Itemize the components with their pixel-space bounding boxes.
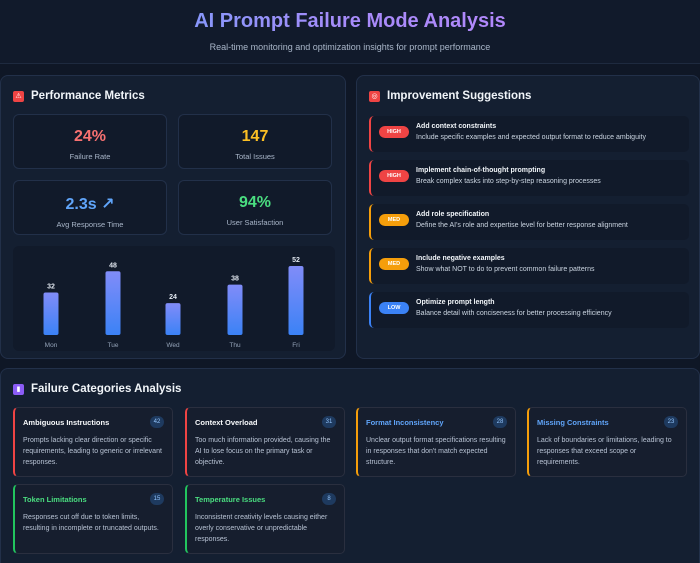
category-description: Unclear output format specifications res… (366, 437, 506, 466)
metric-response-time: 2.3s ↗ Avg Response Time (13, 180, 167, 235)
failure-category-card[interactable]: Format Inconsistency 28 Unclear output for… (356, 407, 516, 477)
failure-category-card[interactable]: Missing Constraints 23 Lack of boundaries … (527, 407, 687, 477)
suggestion-item[interactable]: HIGH Add context constraints Include speci… (369, 116, 689, 152)
page-subtitle: Real-time monitoring and optimization in… (209, 42, 491, 52)
priority-badge: LOW (379, 302, 409, 314)
metric-label: Avg Response Time (56, 220, 124, 229)
x-tick-label: Thu (229, 342, 241, 349)
bar-value-label: 24 (169, 294, 177, 301)
x-tick-label: Tue (108, 342, 119, 349)
suggestion-title: Add context constraints (416, 123, 497, 130)
metric-total-issues: 147 Total Issues (178, 114, 332, 169)
category-title: Missing Constraints (537, 418, 609, 427)
bar-mon (43, 292, 59, 335)
failure-category-card[interactable]: Context Overload 31 Too much information p… (185, 407, 345, 477)
metric-label: User Satisfaction (226, 218, 284, 227)
category-count-badge: 15 (150, 493, 164, 505)
metric-failure-rate: 24% Failure Rate (13, 114, 167, 169)
priority-badge: HIGH (379, 126, 409, 138)
metrics-panel-title: ⚠ Performance Metrics (13, 90, 145, 102)
priority-badge: MED (379, 258, 409, 270)
suggestions-panel-title: ◎ Improvement Suggestions (369, 90, 531, 102)
suggestion-description: Balance detail with conciseness for bett… (416, 310, 612, 317)
bar-value-label: 52 (292, 257, 300, 264)
category-description: Prompts lacking clear direction or speci… (23, 437, 162, 466)
metric-label: Total Issues (235, 152, 275, 161)
warning-icon: ⚠ (13, 90, 24, 102)
metric-value: 147 (241, 128, 269, 145)
bar-tue (105, 271, 121, 335)
suggestion-description: Include specific examples and expected o… (416, 134, 646, 141)
category-title: Ambiguous Instructions (23, 418, 110, 427)
metric-value: 24% (73, 128, 107, 145)
failure-category-card[interactable]: Temperature Issues 8 Inconsistent creativi… (185, 484, 345, 554)
suggestion-title: Optimize prompt length (416, 299, 495, 306)
performance-metrics-panel: ⚠ Performance Metrics 24% Failure Rate 1… (0, 75, 346, 359)
bar-value-label: 38 (231, 276, 239, 283)
category-title: Context Overload (195, 418, 258, 427)
suggestion-description: Break complex tasks into step-by-step re… (416, 178, 601, 185)
category-description: Responses cut off due to token limits, r… (23, 514, 159, 532)
category-title: Token Limitations (23, 495, 87, 504)
page-header: AI Prompt Failure Mode Analysis Real-tim… (0, 0, 700, 64)
bar-fri (288, 265, 304, 335)
suggestion-description: Show what NOT to do to prevent common fa… (416, 266, 595, 273)
suggestion-item[interactable]: MED Add role specification Define the AI's… (369, 204, 689, 240)
category-title: Format Inconsistency (366, 418, 444, 427)
priority-badge: MED (379, 214, 409, 226)
suggestion-item[interactable]: HIGH Implement chain-of-thought prompting… (369, 160, 689, 196)
page-title: AI Prompt Failure Mode Analysis (0, 10, 700, 33)
category-description: Lack of boundaries or limitations, leadi… (537, 437, 672, 466)
category-description: Inconsistent creativity levels causing e… (195, 514, 328, 543)
suggestion-description: Define the AI's role and expertise level… (416, 222, 628, 229)
x-tick-label: Fri (292, 342, 300, 349)
suggestion-item[interactable]: LOW Optimize prompt length Balance detail … (369, 292, 689, 328)
bar-wed (165, 303, 181, 335)
categories-panel-title-text: Failure Categories Analysis (31, 383, 182, 395)
categories-panel-title: ▮ Failure Categories Analysis (13, 383, 181, 395)
failure-category-card[interactable]: Ambiguous Instructions 42 Prompts lacking … (13, 407, 173, 477)
improvement-suggestions-panel: ◎ Improvement Suggestions HIGH Add contex… (356, 75, 700, 359)
failure-trend-chart: 32 Mon 48 Tue 24 Wed 38 Thu 52 Fri (13, 246, 335, 351)
category-count-badge: 31 (322, 416, 336, 428)
bar-value-label: 32 (47, 284, 55, 291)
category-count-badge: 23 (664, 416, 678, 428)
metric-value: 94% (238, 194, 272, 211)
chart-icon: ▮ (13, 383, 24, 395)
category-description: Too much information provided, causing t… (195, 437, 331, 466)
priority-badge: HIGH (379, 170, 409, 182)
suggestion-title: Include negative examples (416, 255, 505, 262)
category-count-badge: 8 (322, 493, 336, 505)
suggestions-panel-title-text: Improvement Suggestions (387, 90, 532, 102)
bar-chart-svg: 32 Mon 48 Tue 24 Wed 38 Thu 52 Fri (43, 257, 304, 349)
failure-categories-panel: ▮ Failure Categories Analysis Ambiguous … (0, 368, 700, 563)
bar-thu (227, 284, 243, 335)
target-icon: ◎ (369, 90, 380, 102)
suggestion-title: Add role specification (416, 211, 490, 218)
metric-label: Failure Rate (69, 152, 111, 161)
suggestion-title: Implement chain-of-thought prompting (416, 167, 546, 174)
suggestion-item[interactable]: MED Include negative examples Show what NO… (369, 248, 689, 284)
metric-value: 2.3s ↗ (65, 196, 115, 213)
x-tick-label: Wed (166, 342, 180, 349)
category-count-badge: 42 (150, 416, 164, 428)
category-title: Temperature Issues (195, 495, 266, 504)
x-tick-label: Mon (45, 342, 58, 349)
failure-category-card[interactable]: Token Limitations 15 Responses cut off due… (13, 484, 173, 554)
metric-user-satisfaction: 94% User Satisfaction (178, 180, 332, 235)
metrics-panel-title-text: Performance Metrics (31, 90, 145, 102)
category-count-badge: 28 (493, 416, 507, 428)
bar-value-label: 48 (109, 262, 117, 269)
